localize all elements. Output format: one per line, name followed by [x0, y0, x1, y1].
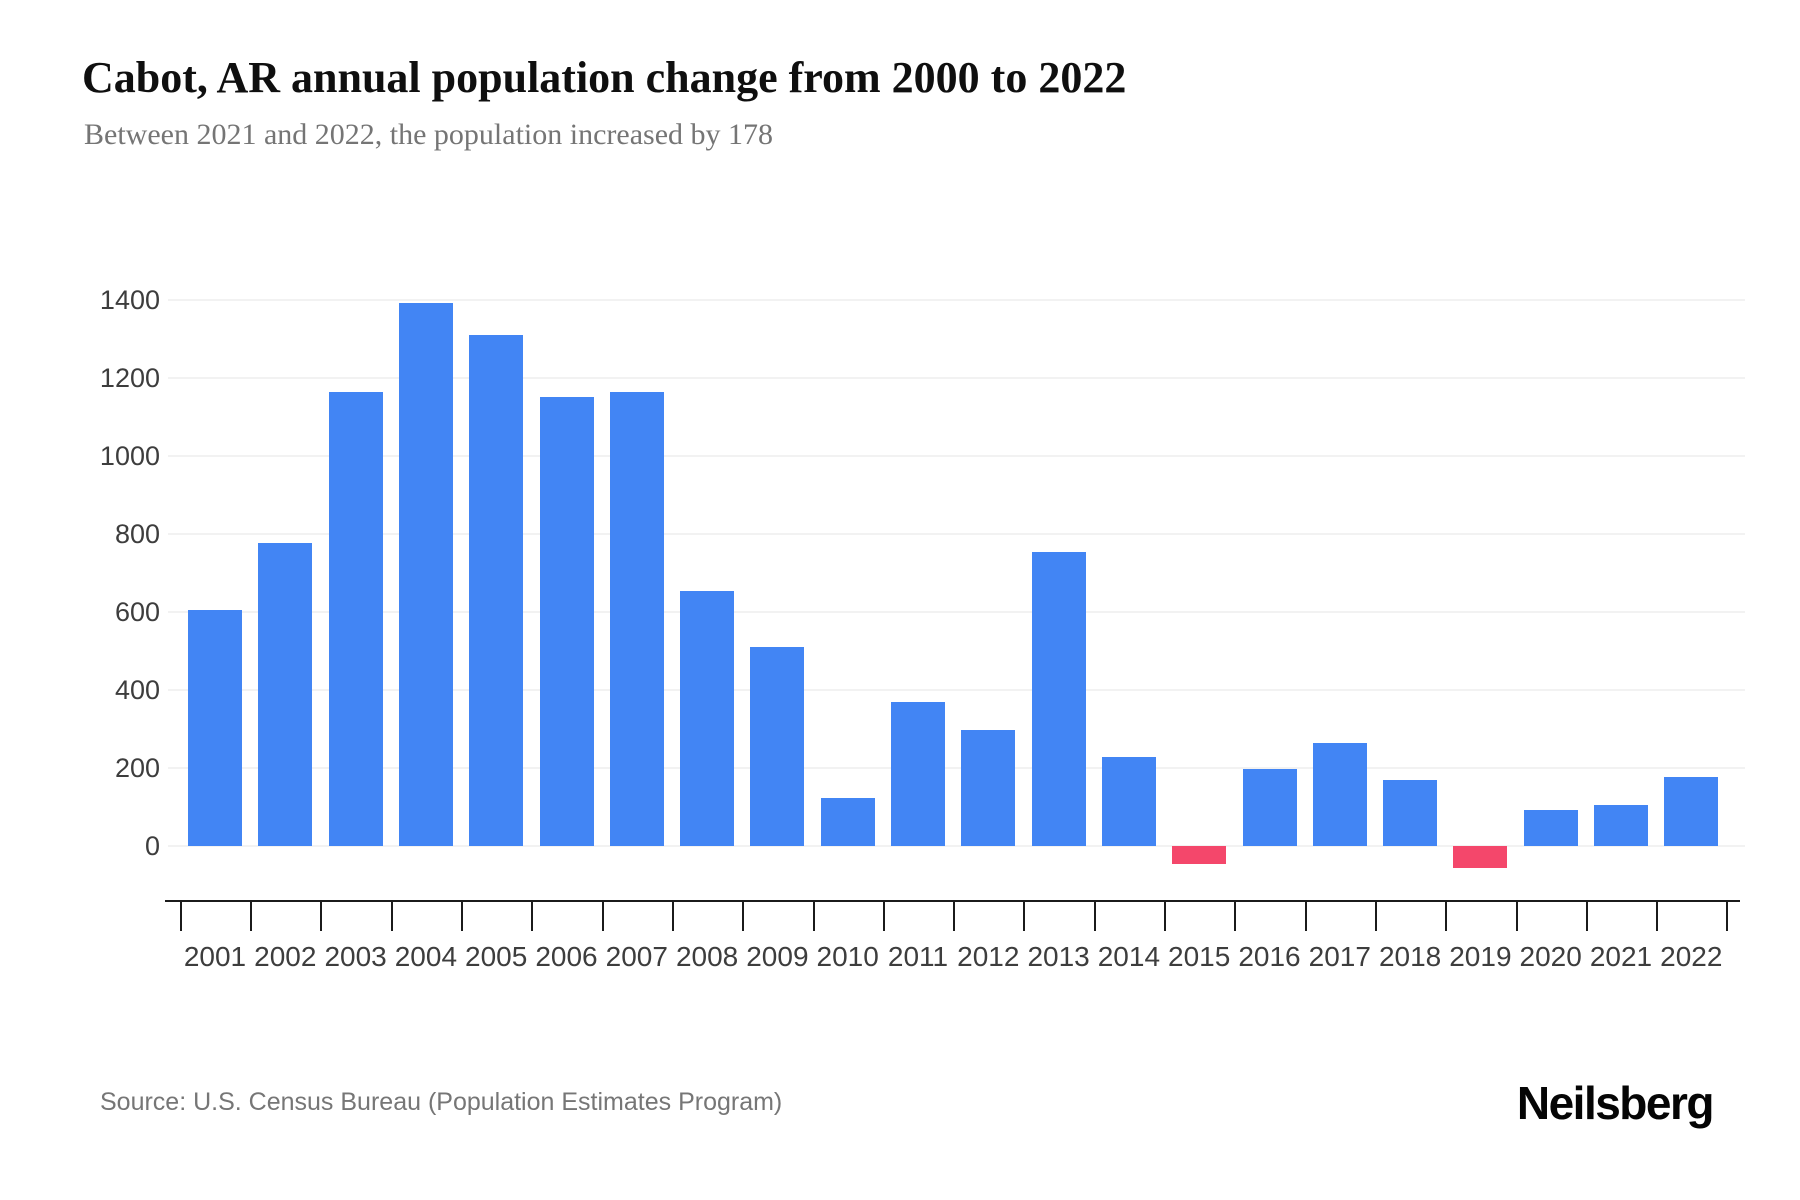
bar-2005[interactable]	[469, 335, 524, 846]
y-axis-label-800: 800	[114, 519, 160, 549]
x-axis-tick	[671, 902, 674, 931]
x-axis-tick	[1445, 902, 1448, 931]
x-axis-tick	[1656, 902, 1659, 931]
x-axis-tick	[461, 902, 464, 931]
gridline-1200	[168, 377, 1745, 379]
bar-2004[interactable]	[398, 302, 453, 846]
x-axis-label-2008: 2008	[675, 941, 739, 972]
x-axis-tick	[320, 902, 323, 931]
x-axis-label-2020: 2020	[1519, 941, 1582, 972]
gridline-1000	[168, 455, 1745, 457]
x-axis-label-2006: 2006	[535, 941, 598, 972]
y-axis-label-600: 600	[114, 597, 160, 627]
x-axis-label-2012: 2012	[957, 941, 1020, 972]
x-axis-tick	[1023, 902, 1026, 931]
bar-2009[interactable]	[750, 647, 805, 846]
x-axis-label-2014: 2014	[1097, 941, 1161, 972]
x-axis-line	[165, 900, 1740, 902]
source-attribution: Source: U.S. Census Bureau (Population E…	[100, 1088, 783, 1116]
bar-2013[interactable]	[1031, 551, 1086, 846]
bar-2019[interactable]	[1453, 846, 1508, 869]
y-axis-label-1200: 1200	[99, 363, 160, 393]
bar-2020[interactable]	[1523, 809, 1578, 846]
x-axis-tick	[1726, 902, 1729, 931]
bar-2002[interactable]	[258, 542, 313, 846]
x-axis-tick	[1093, 902, 1096, 931]
x-axis-tick	[882, 902, 885, 931]
bar-2010[interactable]	[820, 798, 875, 846]
gridline-200	[168, 767, 1745, 769]
x-axis-label-2019: 2019	[1449, 941, 1512, 972]
bar-2018[interactable]	[1383, 780, 1438, 846]
x-axis-tick	[953, 902, 956, 931]
x-axis-tick	[812, 902, 815, 931]
bar-2012[interactable]	[961, 730, 1016, 846]
x-axis-label-2003: 2003	[324, 941, 387, 972]
x-axis-label-2017: 2017	[1308, 941, 1371, 972]
x-axis-tick	[1164, 902, 1167, 931]
x-axis-label-2009: 2009	[746, 941, 809, 972]
gridline-800	[168, 533, 1745, 535]
y-axis-label-1000: 1000	[99, 441, 160, 471]
x-axis-label-2018: 2018	[1378, 941, 1442, 972]
chart-title: Cabot, AR annual population change from …	[82, 53, 1127, 102]
x-axis-label-2010: 2010	[816, 941, 879, 972]
x-axis-tick	[1234, 902, 1237, 931]
gridline-400	[168, 689, 1745, 691]
x-axis-tick	[1304, 902, 1307, 931]
x-axis-label-2015: 2015	[1168, 941, 1231, 972]
chart-subtitle: Between 2021 and 2022, the population in…	[84, 118, 774, 151]
x-axis-tick	[1374, 902, 1377, 931]
x-axis-label-2005: 2005	[465, 941, 528, 972]
x-axis-tick	[179, 902, 182, 931]
gridline-600	[168, 611, 1745, 613]
x-axis-label-2013: 2013	[1027, 941, 1090, 972]
x-axis-label-2016: 2016	[1238, 941, 1301, 972]
x-axis-label-2021: 2021	[1589, 941, 1653, 972]
x-axis-tick	[250, 902, 253, 931]
bar-2017[interactable]	[1312, 743, 1367, 846]
x-axis-tick	[742, 902, 745, 931]
y-axis-label-0: 0	[144, 831, 160, 861]
bar-2006[interactable]	[539, 397, 594, 846]
bar-2003[interactable]	[328, 392, 383, 846]
bar-2001[interactable]	[188, 610, 242, 846]
x-axis-label-2022: 2022	[1660, 941, 1723, 972]
x-axis-tick	[1585, 902, 1588, 931]
bar-2022[interactable]	[1664, 776, 1719, 846]
x-axis-label-2007: 2007	[605, 941, 668, 972]
bar-2014[interactable]	[1101, 756, 1156, 846]
bar-2011[interactable]	[891, 702, 945, 846]
y-axis-label-200: 200	[114, 753, 160, 783]
x-axis-tick	[1515, 902, 1518, 931]
x-axis-tick	[601, 902, 604, 931]
y-axis-label-400: 400	[114, 675, 160, 705]
gridline-1400	[168, 299, 1745, 301]
bar-2007[interactable]	[609, 391, 664, 846]
x-axis-label-2004: 2004	[394, 941, 458, 972]
x-axis-tick	[531, 902, 534, 931]
bar-2016[interactable]	[1242, 769, 1297, 846]
bar-2015[interactable]	[1172, 846, 1227, 864]
x-axis-tick	[390, 902, 393, 931]
gridline-0	[168, 845, 1745, 847]
bar-2021[interactable]	[1594, 804, 1648, 846]
y-axis-label-1400: 1400	[99, 285, 160, 315]
x-axis-label-2011: 2011	[887, 941, 949, 972]
x-axis-label-2001: 2001	[183, 941, 247, 972]
neilsberg-logo: Neilsberg	[1516, 1077, 1715, 1129]
bar-2008[interactable]	[680, 590, 735, 846]
x-axis-label-2002: 2002	[254, 941, 317, 972]
